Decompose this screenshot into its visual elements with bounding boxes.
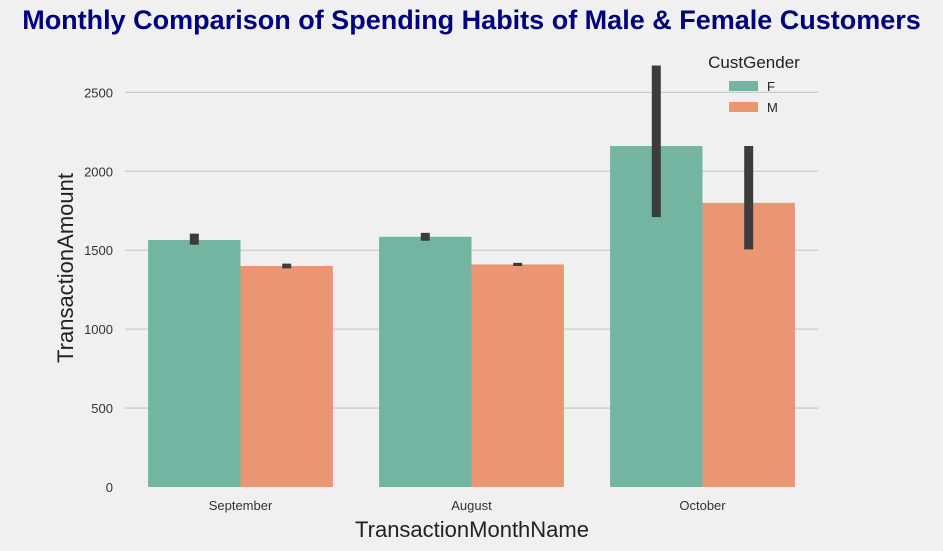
bar-f — [379, 236, 472, 487]
x-tick-label: October — [679, 498, 726, 513]
legend-swatch-f — [729, 81, 758, 91]
y-tick-label: 500 — [91, 401, 113, 416]
y-tick-label: 2500 — [84, 85, 113, 100]
x-tick-labels: September August October — [209, 498, 727, 513]
x-tick-label: August — [451, 498, 492, 513]
y-tick-labels: 0 500 1000 1500 2000 2500 — [84, 85, 113, 495]
chart-title: Monthly Comparison of Spending Habits of… — [22, 5, 921, 35]
bars — [148, 146, 795, 487]
y-tick-label: 1000 — [84, 322, 113, 337]
x-tick-label: September — [209, 498, 273, 513]
bar-m — [240, 266, 333, 487]
y-tick-label: 1500 — [84, 243, 113, 258]
x-axis-label: TransactionMonthName — [355, 517, 589, 542]
bar-m — [702, 202, 795, 487]
legend: CustGender F M — [708, 53, 800, 115]
legend-label-m: M — [767, 100, 778, 115]
bar-f — [148, 239, 241, 487]
bar-m — [471, 264, 564, 487]
legend-swatch-m — [729, 102, 758, 112]
y-tick-label: 0 — [106, 480, 113, 495]
error-bars — [189, 65, 754, 269]
legend-label-f: F — [767, 79, 775, 94]
y-tick-label: 2000 — [84, 164, 113, 179]
legend-title: CustGender — [708, 53, 800, 72]
y-axis-label: TransactionAmount — [53, 173, 78, 363]
